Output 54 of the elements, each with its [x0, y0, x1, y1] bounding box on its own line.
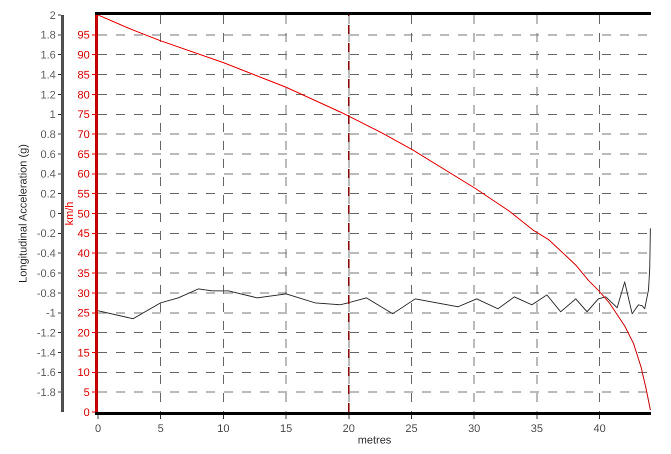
y2-tick-label: 65	[78, 148, 90, 161]
x-tick-label: 25	[405, 423, 418, 436]
y2-tick-label: 40	[78, 248, 90, 260]
y2-tick-label: 50	[78, 208, 90, 220]
y2-tick-label: 10	[78, 367, 90, 380]
y-tick-label: 0.8	[40, 128, 56, 141]
y2-tick-label: 35	[78, 268, 90, 280]
y-tick-label: -1.6	[36, 367, 56, 380]
y2-tick-label: 95	[78, 30, 90, 42]
x-tick-label: 35	[530, 423, 544, 436]
y2-tick-label: 80	[78, 89, 90, 102]
y-tick-label: 1.8	[40, 30, 56, 42]
y2-axis-title: km/h	[64, 202, 76, 226]
x-tick-label: 20	[342, 423, 355, 436]
y-tick-label: 1.6	[40, 50, 56, 62]
y-tick-label: -1.8	[36, 387, 56, 399]
line-series	[98, 15, 651, 411]
y-tick-label: -1	[46, 308, 56, 320]
y-tick-label: -0.2	[36, 228, 56, 240]
y-tick-label: -0.8	[36, 288, 56, 300]
x-tick-label: 15	[280, 423, 292, 436]
y-axis-title: Longitudinal Acceleration (g)	[17, 144, 30, 283]
y2-tick-label: 85	[78, 69, 90, 82]
y2-tick-label: 15	[78, 347, 90, 360]
y-tick-label: -0.4	[36, 248, 56, 260]
y2-tick-label: 45	[78, 228, 90, 240]
y-tick-label: 0	[50, 208, 56, 220]
y2-tick-label: 25	[78, 308, 90, 320]
x-tick-label: 0	[94, 423, 102, 436]
y2-tick-label: 30	[78, 288, 90, 300]
y2-tick-label: 55	[78, 188, 90, 200]
y-tick-label: 1.4	[40, 69, 56, 82]
y-tick-label: -1.4	[36, 347, 56, 360]
y-tick-label: 2	[50, 10, 56, 22]
y2-tick-label: 5	[84, 387, 90, 399]
x-axis-title: metres	[358, 434, 392, 446]
x-tick-label: 40	[593, 423, 606, 436]
y2-tick-label: 90	[78, 50, 90, 62]
y-tick-label: 0.2	[40, 188, 56, 200]
y-tick-label: -0.6	[36, 268, 56, 280]
y-tick-label: 0.4	[40, 168, 56, 181]
y2-tick-label: 75	[78, 109, 90, 122]
y-tick-label: -1.2	[36, 327, 56, 340]
line-series	[98, 228, 651, 320]
y-tick-label: 0.6	[40, 148, 56, 161]
y-tick-label: 1.2	[40, 89, 56, 102]
y2-tick-label: 60	[78, 168, 90, 181]
x-tick-label: 10	[217, 423, 230, 436]
y-tick-label: 1	[50, 109, 56, 122]
y2-tick-label: 0	[84, 406, 90, 419]
x-tick-label: 5	[158, 423, 164, 436]
y2-tick-label: 20	[78, 327, 90, 340]
x-tick-label: 30	[468, 423, 480, 436]
y2-tick-label: 70	[78, 128, 90, 141]
